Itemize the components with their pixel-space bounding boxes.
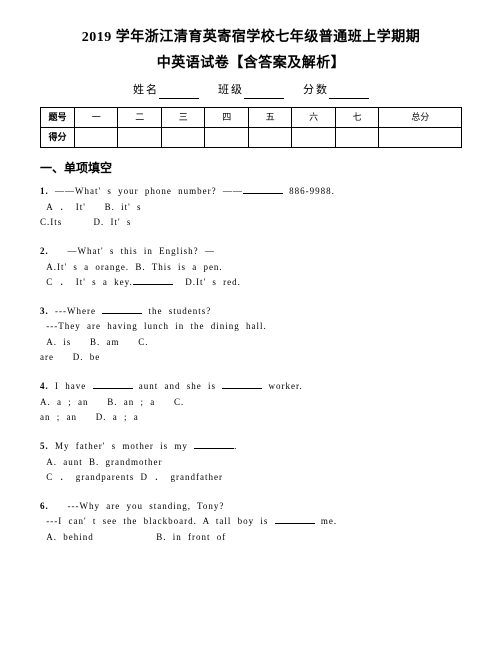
col-6: 六 bbox=[292, 107, 335, 127]
val-6 bbox=[292, 127, 335, 147]
score-label: 分数 bbox=[303, 84, 329, 96]
question-4: 4. I have aunt and she is worker. A. a ;… bbox=[40, 379, 462, 425]
q6-blank bbox=[275, 515, 315, 524]
section-1-heading: 一、单项填空 bbox=[40, 160, 462, 177]
q5-stem: My father' s mother is my bbox=[55, 441, 188, 451]
class-label: 班级 bbox=[218, 84, 244, 96]
val-3 bbox=[161, 127, 204, 147]
q2-optC-blank bbox=[133, 276, 173, 285]
question-6: 6. ---Why are you standing, Tony? ---I c… bbox=[40, 499, 462, 545]
q1-optD: D. It' s bbox=[94, 217, 132, 227]
q2-stem: —What' s this in English? — bbox=[68, 246, 215, 256]
col-2: 二 bbox=[118, 107, 161, 127]
q4-stem-c: worker. bbox=[269, 381, 303, 391]
col-total: 总分 bbox=[379, 107, 462, 127]
q4-optC2: an ; an bbox=[40, 412, 77, 422]
question-2: 2. —What' s this in English? — A.It' s a… bbox=[40, 244, 462, 290]
q5-lineA: A. aunt B. grandmother bbox=[46, 457, 162, 467]
q5-blank bbox=[194, 440, 234, 449]
q1-blank bbox=[243, 185, 283, 194]
q1-num: 1. bbox=[40, 186, 49, 196]
value-label: 得分 bbox=[41, 127, 75, 147]
q2-num: 2. bbox=[40, 246, 49, 256]
q6-optB: B. in front of bbox=[156, 532, 226, 542]
name-label: 姓名 bbox=[133, 84, 159, 96]
q1-optA: A ． It' bbox=[46, 202, 86, 212]
name-blank bbox=[159, 88, 199, 99]
q4-blank2 bbox=[222, 380, 262, 389]
question-5: 5. My father' s mother is my . A. aunt B… bbox=[40, 439, 462, 485]
q3-num: 3. bbox=[40, 306, 49, 316]
q4-blank1 bbox=[93, 380, 133, 389]
val-5 bbox=[248, 127, 291, 147]
q3-line2: ---They are having lunch in the dining h… bbox=[46, 321, 266, 331]
q5-num: 5. bbox=[40, 441, 49, 451]
col-7: 七 bbox=[335, 107, 378, 127]
col-5: 五 bbox=[248, 107, 291, 127]
header-label: 题号 bbox=[41, 107, 75, 127]
q6-stem: ---Why are you standing, Tony? bbox=[68, 501, 225, 511]
score-header-row: 题号 一 二 三 四 五 六 七 总分 bbox=[41, 107, 462, 127]
exam-title-line2: 中英语试卷【含答案及解析】 bbox=[40, 54, 462, 74]
q2-optD: D.It' s red. bbox=[185, 277, 241, 287]
q1-optB: B. it' s bbox=[105, 202, 142, 212]
val-4 bbox=[205, 127, 248, 147]
q2-lineB: C ． It' s a key. bbox=[46, 277, 133, 287]
col-1: 一 bbox=[75, 107, 118, 127]
q4-stem-a: I have bbox=[55, 381, 86, 391]
q6-num: 6. bbox=[40, 501, 49, 511]
q6-optA: A. behind bbox=[46, 532, 94, 542]
q3-optC: C. bbox=[138, 337, 148, 347]
q4-num: 4. bbox=[40, 381, 49, 391]
q5-lineB: C ． grandparents D ． grandfather bbox=[46, 472, 223, 482]
q1-stem-a: ——What' s your phone number? —— bbox=[55, 186, 243, 196]
q6-line2a: ---I can' t see the blackboard. A tall b… bbox=[46, 516, 268, 526]
q6-line2b: me. bbox=[321, 516, 337, 526]
q3-optD: D. be bbox=[73, 352, 101, 362]
question-3: 3. ---Where the students? ---They are ha… bbox=[40, 304, 462, 365]
col-4: 四 bbox=[205, 107, 248, 127]
question-1: 1. ——What' s your phone number? —— 886-9… bbox=[40, 184, 462, 230]
q4-stem-b: aunt and she is bbox=[139, 381, 216, 391]
q1-stem-b: 886-9988. bbox=[289, 186, 335, 196]
score-blank bbox=[329, 88, 369, 99]
q3-optC2: are bbox=[40, 352, 54, 362]
val-1 bbox=[75, 127, 118, 147]
q2-lineA: A.It' s a orange. B. This is a pen. bbox=[46, 262, 222, 272]
student-info-line: 姓名 班级 分数 bbox=[40, 83, 462, 98]
score-value-row: 得分 bbox=[41, 127, 462, 147]
q3-optA: A. is bbox=[46, 337, 71, 347]
q1-optC: C.Its bbox=[40, 217, 62, 227]
class-blank bbox=[244, 88, 284, 99]
q3-stem-a: ---Where bbox=[55, 306, 96, 316]
q3-stem-b: the students? bbox=[148, 306, 211, 316]
val-7 bbox=[335, 127, 378, 147]
col-3: 三 bbox=[161, 107, 204, 127]
val-total bbox=[379, 127, 462, 147]
q4-optC: C. bbox=[174, 397, 184, 407]
q3-optB: B. am bbox=[90, 337, 120, 347]
exam-title-line1: 2019 学年浙江清育英寄宿学校七年级普通班上学期期 bbox=[40, 28, 462, 48]
val-2 bbox=[118, 127, 161, 147]
q4-optD: D. a ; a bbox=[96, 412, 139, 422]
score-table: 题号 一 二 三 四 五 六 七 总分 得分 bbox=[40, 107, 462, 148]
q4-optA: A. a ; an bbox=[40, 397, 89, 407]
q4-optB: B. an ; a bbox=[107, 397, 155, 407]
q3-blank bbox=[102, 305, 142, 314]
